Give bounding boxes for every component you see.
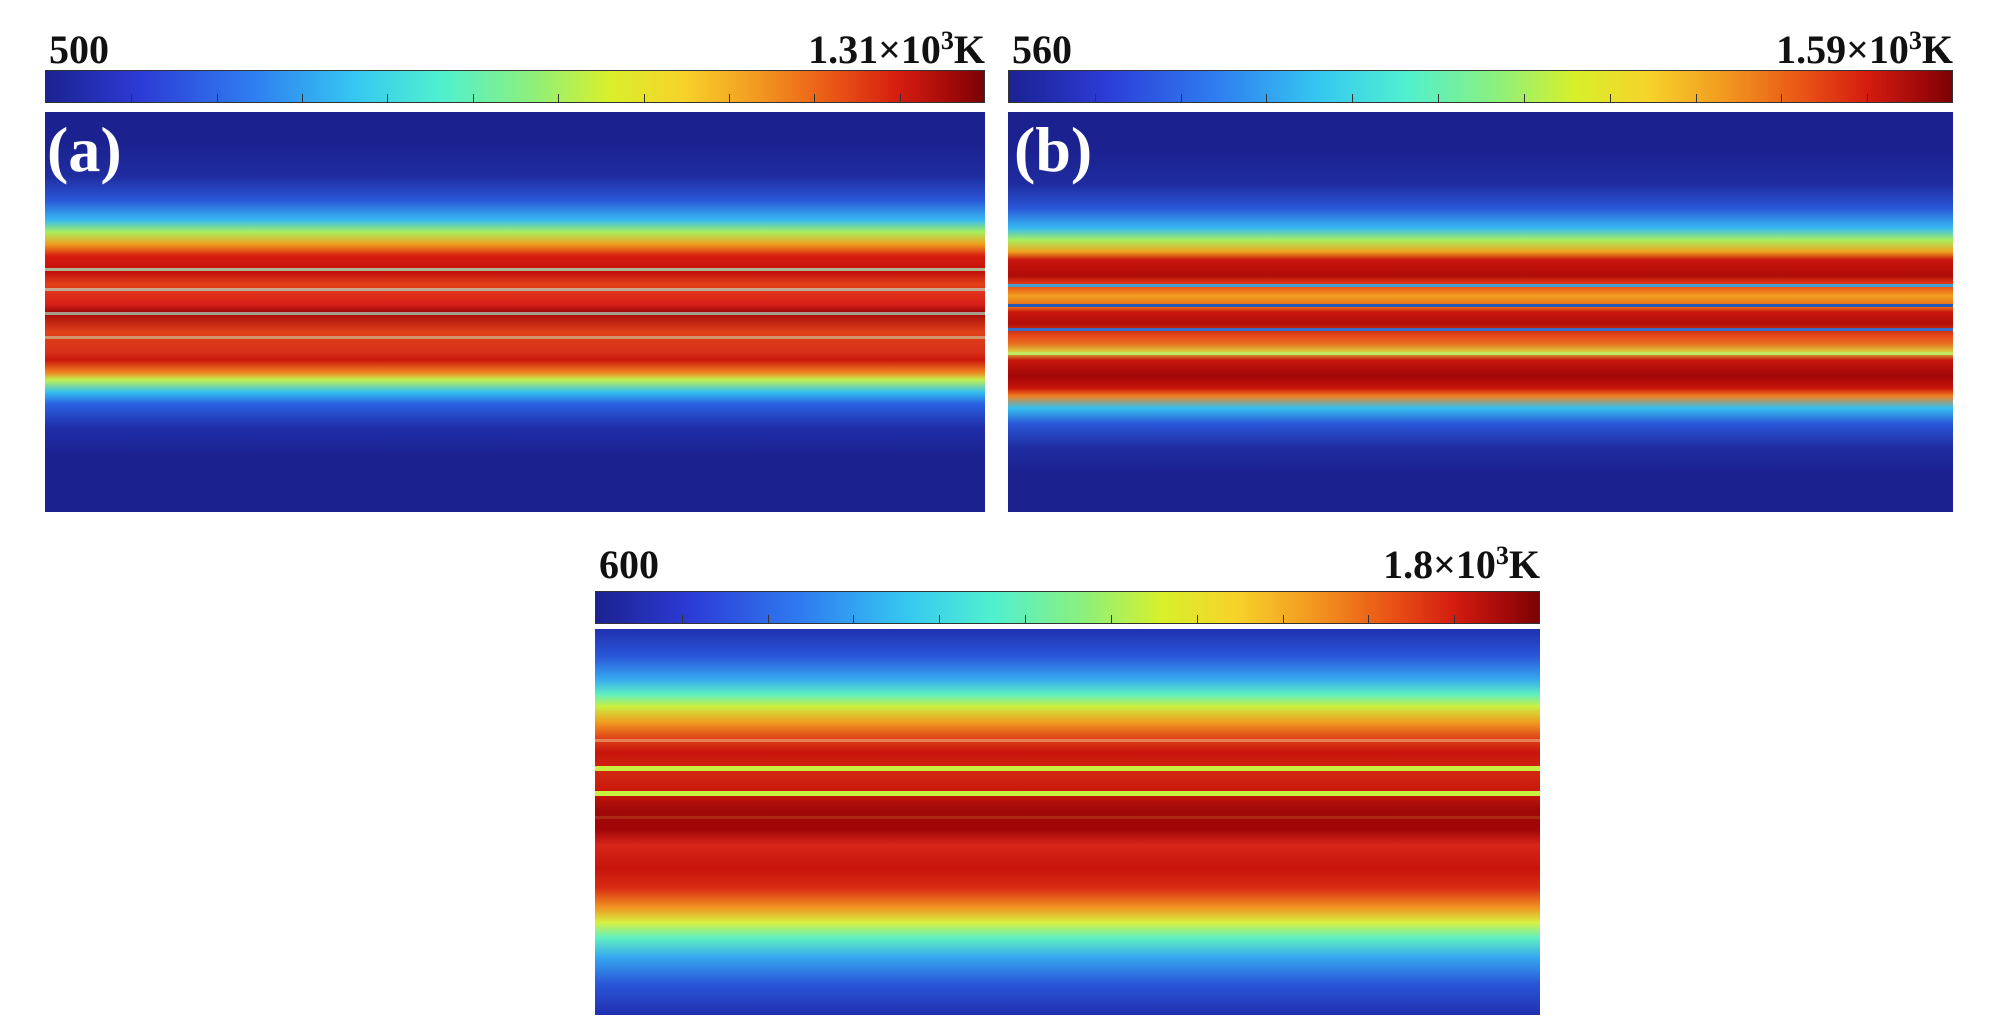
colorbar xyxy=(1008,70,1953,103)
colorbar-max-label: 1.31×103K xyxy=(808,26,985,72)
thin-layer-line xyxy=(45,288,985,291)
panel-c: 600 1.8×103K xyxy=(595,541,1540,1015)
colorbar-ticks xyxy=(596,592,1539,623)
thin-layer-line xyxy=(1008,304,1953,307)
colorbar-max-label: 1.8×103K xyxy=(1383,541,1540,587)
thin-layer-line xyxy=(45,312,985,315)
panel-a: 500 1.31×103K (a) xyxy=(45,26,985,512)
panel-letter-b: (b) xyxy=(1014,114,1093,185)
thin-layer-line xyxy=(45,268,985,271)
colorbar-min-label: 500 xyxy=(49,27,109,72)
panel-b: 560 1.59×103K (b) xyxy=(1008,26,1953,512)
thin-layer-line xyxy=(45,336,985,339)
thin-layer-line xyxy=(1008,352,1953,355)
thin-layer-line xyxy=(1008,284,1953,287)
temperature-field-b: (b) xyxy=(1008,112,1953,512)
colorbar-ticks xyxy=(46,71,984,102)
panel-letter-a: (a) xyxy=(47,114,122,185)
colorbar-min-label: 560 xyxy=(1012,27,1072,72)
thin-layer-line xyxy=(595,766,1540,772)
thin-layer-line xyxy=(595,739,1540,742)
temperature-field-a: (a) xyxy=(45,112,985,512)
colorbar-ticks xyxy=(1009,71,1952,102)
thin-layer-line xyxy=(1008,328,1953,331)
thin-layer-line xyxy=(595,791,1540,797)
colorbar xyxy=(595,591,1540,624)
colorbar-min-label: 600 xyxy=(599,542,659,587)
temperature-field-c xyxy=(595,629,1540,1015)
colorbar-max-label: 1.59×103K xyxy=(1776,26,1953,72)
colorbar xyxy=(45,70,985,103)
thin-layer-line xyxy=(595,816,1540,820)
